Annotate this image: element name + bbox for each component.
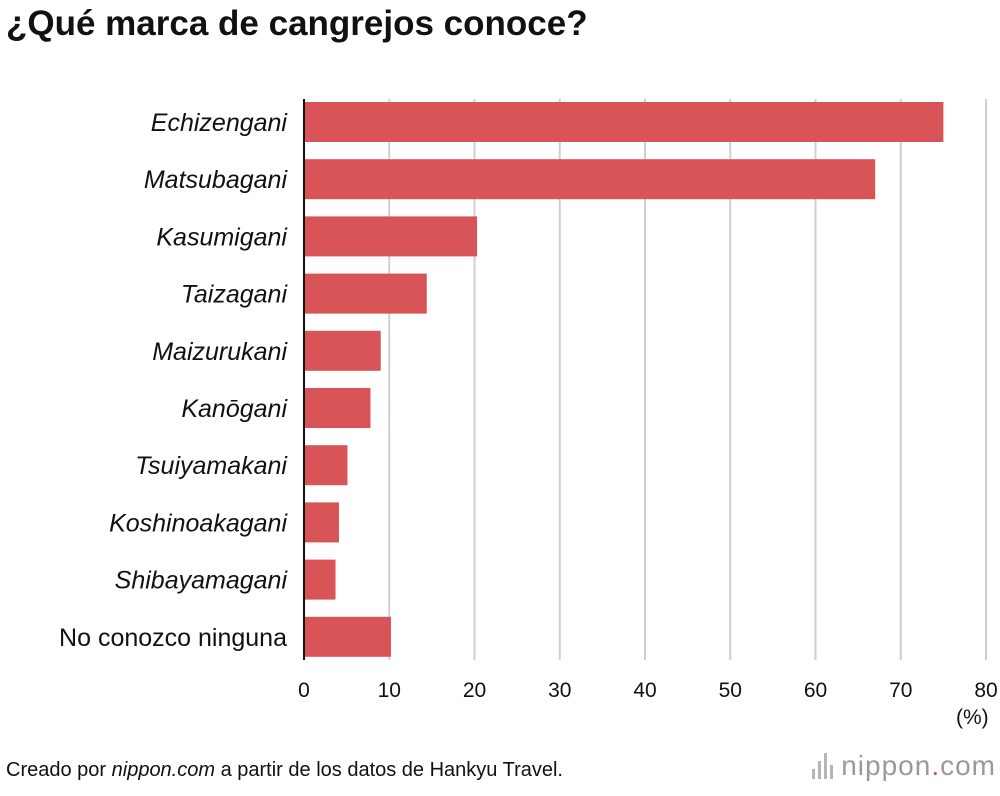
nippon-logo: nippon. com xyxy=(812,750,996,782)
bar-6 xyxy=(304,388,371,428)
chart-title: ¿Qué marca de cangrejos conoce? xyxy=(6,4,588,43)
x-tick-labels: 0 10 20 30 40 50 60 70 80 xyxy=(298,679,998,702)
x-axis-unit: (%) xyxy=(956,706,989,729)
logo-text: nippon xyxy=(841,750,932,781)
bars xyxy=(304,102,944,657)
x-tick-label-60: 60 xyxy=(804,679,827,702)
x-tick-label-30: 30 xyxy=(548,679,571,702)
category-label-8: Koshinoakagani xyxy=(109,509,288,537)
category-label-6: Kanōgani xyxy=(181,395,288,423)
bar-2 xyxy=(304,159,876,200)
logo-dot: . xyxy=(931,750,941,781)
x-tick-label-20: 20 xyxy=(463,679,486,702)
category-label-1: Echizengani xyxy=(151,109,289,137)
bar-5 xyxy=(304,330,381,371)
source-prefix: Creado por xyxy=(6,759,112,781)
x-tick-label-10: 10 xyxy=(378,679,401,702)
logo-bars-icon xyxy=(812,753,834,779)
source-site: nippon.com xyxy=(111,759,216,781)
category-label-7: Tsuiyamakani xyxy=(135,452,288,480)
category-label-2: Matsubagani xyxy=(144,166,289,194)
category-label-5: Maizurukani xyxy=(152,338,288,366)
category-label-4: Taizagani xyxy=(181,281,289,309)
source-suffix: a partir de los datos de Hankyu Travel. xyxy=(215,759,563,781)
x-tick-label-50: 50 xyxy=(719,679,742,702)
category-label-3: Kasumigani xyxy=(156,223,288,251)
bar-1 xyxy=(304,102,944,142)
bar-7 xyxy=(304,445,348,486)
x-tick-label-40: 40 xyxy=(633,679,656,702)
bar-9 xyxy=(304,559,336,600)
bar-10 xyxy=(304,616,391,657)
bar-4 xyxy=(304,273,427,314)
logo-tld: com xyxy=(940,750,996,781)
category-label-10: No conozco ninguna xyxy=(59,624,287,652)
source-note: Creado por nippon.com a partir de los da… xyxy=(6,759,563,792)
x-tick-label-0: 0 xyxy=(298,679,310,702)
category-label-9: Shibayamagani xyxy=(115,567,289,595)
x-tick-label-70: 70 xyxy=(889,679,912,702)
category-labels: Echizengani Matsubagani Kasumigani Taizagan… xyxy=(59,109,288,652)
x-tick-label-80: 80 xyxy=(974,679,997,702)
bar-8 xyxy=(304,502,339,543)
bar-3 xyxy=(304,216,478,257)
